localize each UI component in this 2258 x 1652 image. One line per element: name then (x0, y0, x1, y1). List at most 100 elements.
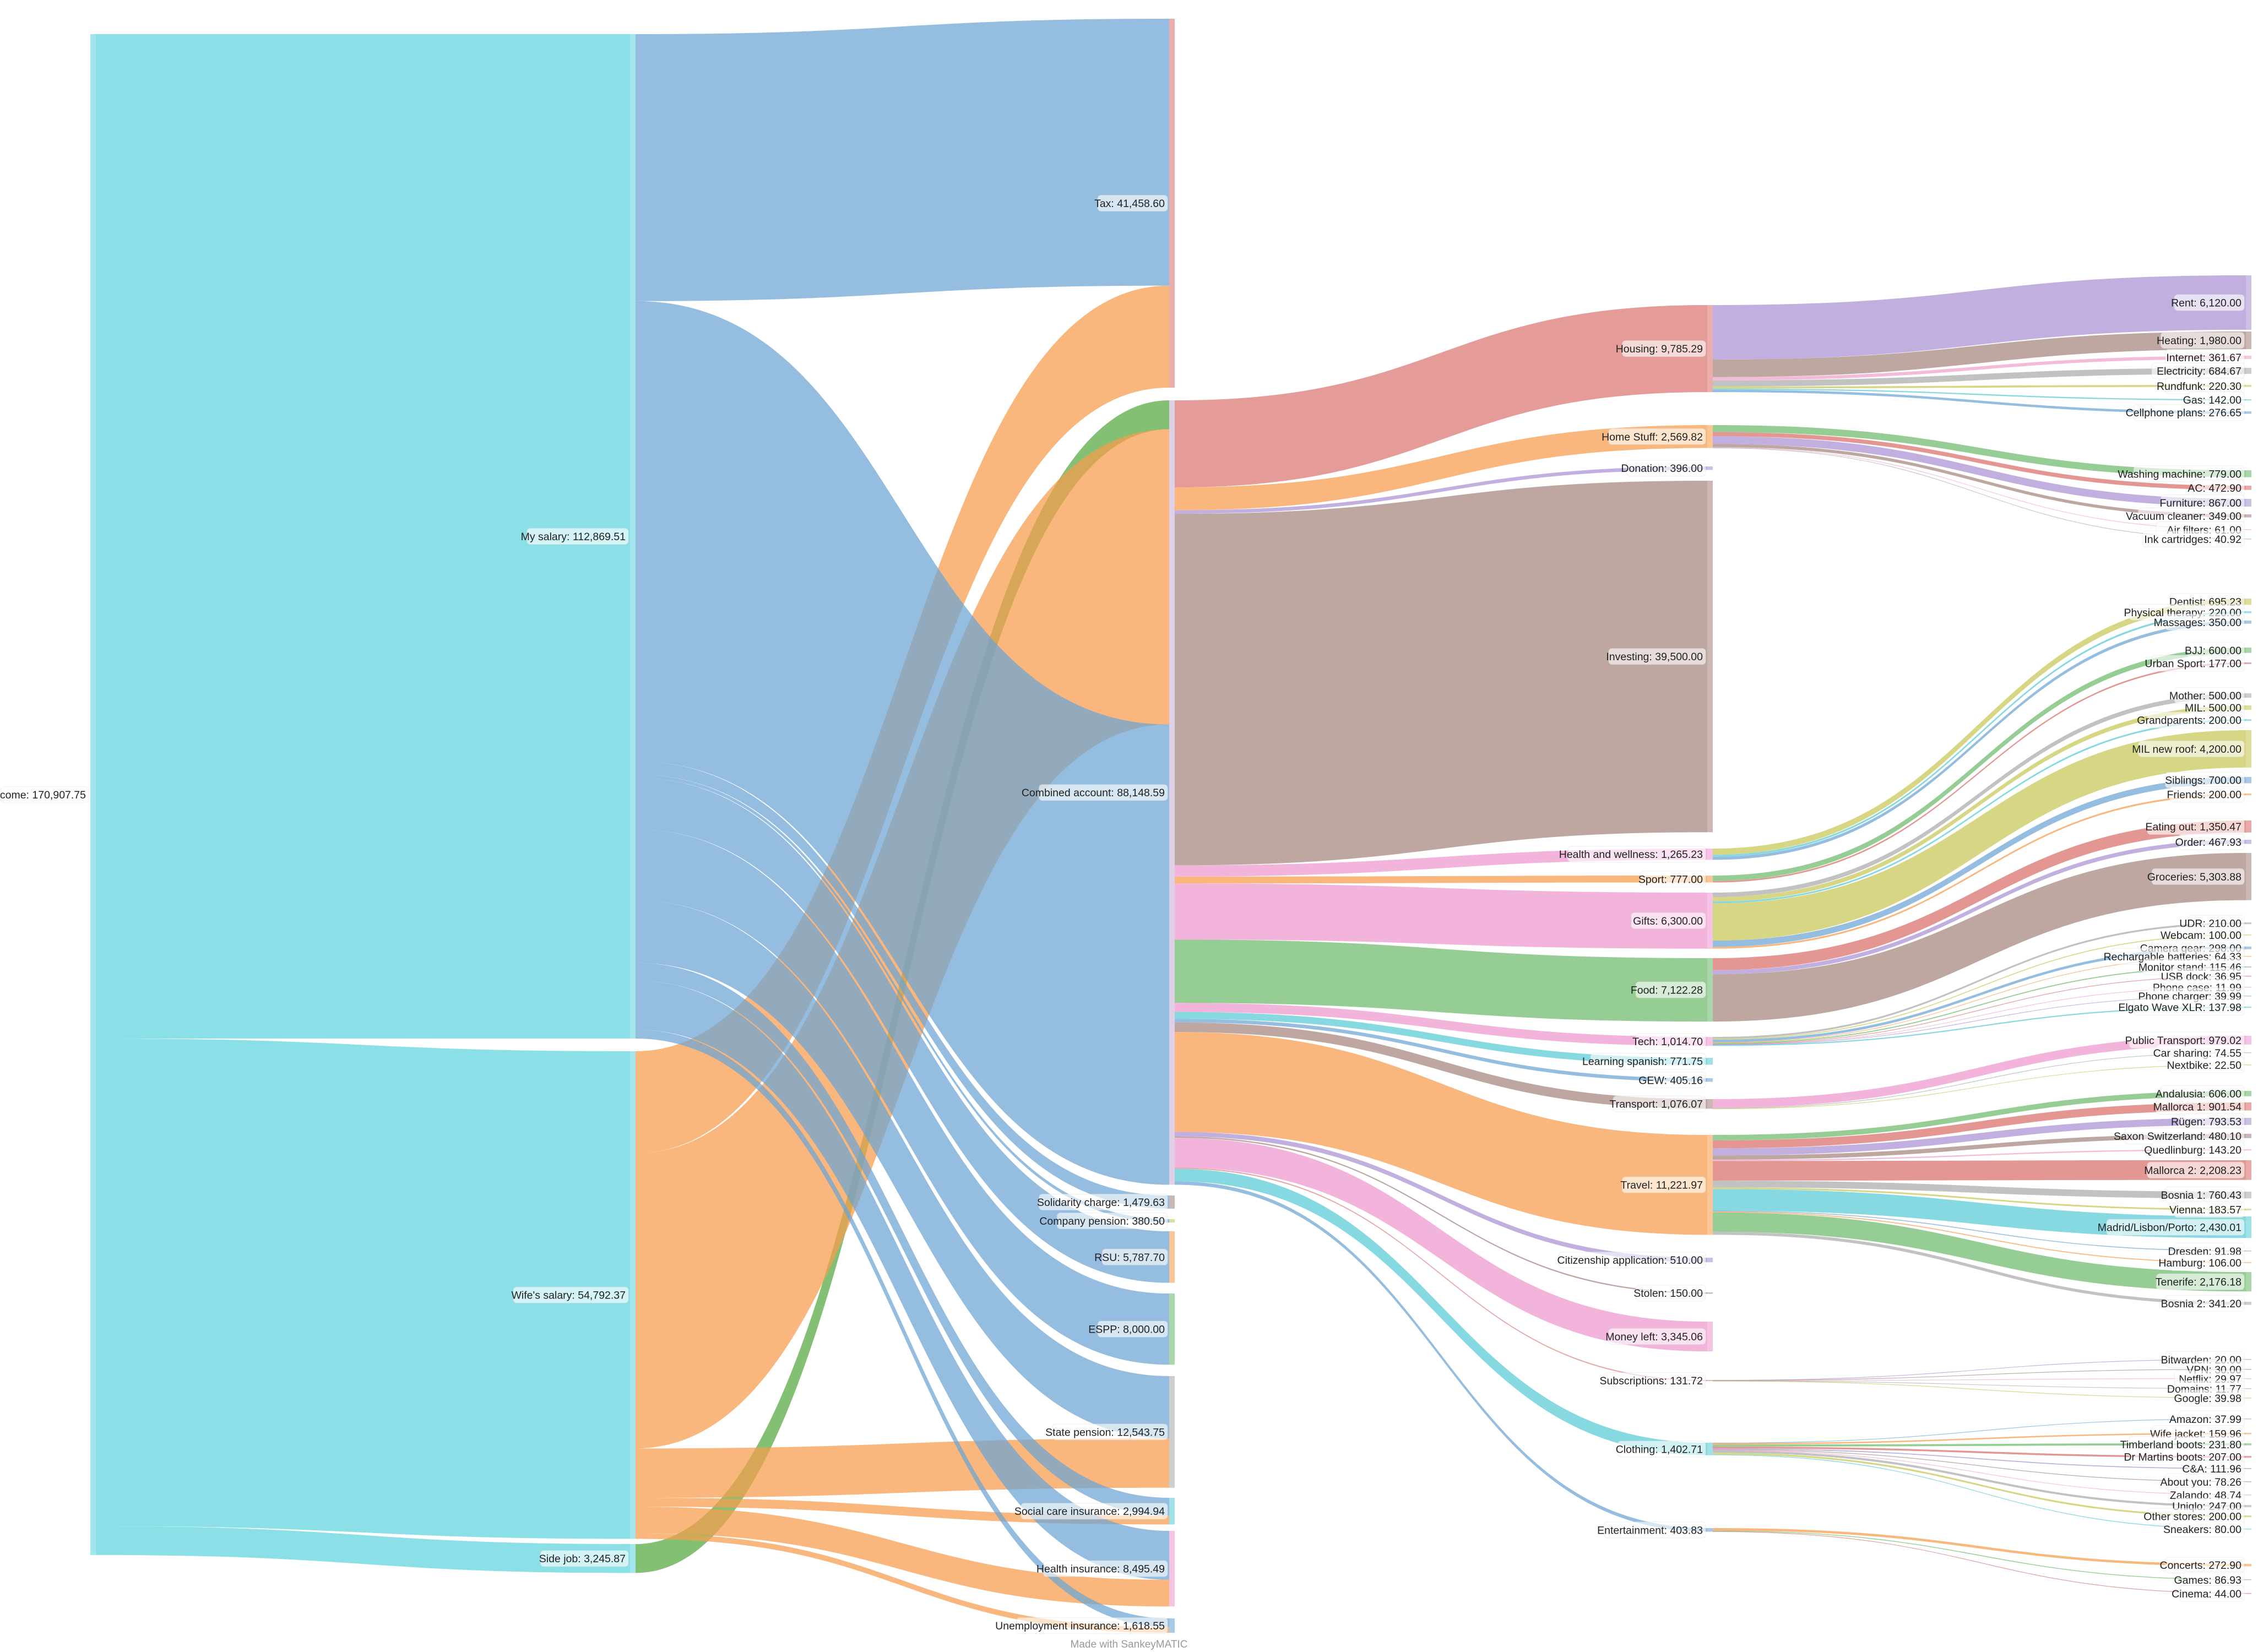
node-vacuum-cleaner[interactable] (2246, 514, 2251, 518)
node-uniqlo[interactable] (2246, 1505, 2251, 1507)
node-hamburg[interactable] (2246, 1262, 2251, 1263)
node-urban-sport[interactable] (2246, 662, 2251, 664)
node-cinema[interactable] (2246, 1593, 2251, 1594)
node-timberland-boots[interactable] (2246, 1443, 2251, 1446)
node-investing[interactable] (1707, 481, 1713, 833)
node-air-filters[interactable] (2246, 529, 2251, 530)
node-social-care-insurance[interactable] (1169, 1498, 1175, 1525)
node-housing[interactable] (1707, 305, 1713, 393)
node-siblings[interactable] (2246, 777, 2251, 784)
node-travel[interactable] (1707, 1135, 1713, 1235)
node-cellphone-plans[interactable] (2246, 411, 2251, 414)
node-nextbike[interactable] (2246, 1064, 2251, 1066)
node-health-and-wellness[interactable] (1707, 849, 1713, 860)
node-public-transport[interactable] (2246, 1036, 2251, 1045)
node-sport[interactable] (1707, 876, 1713, 883)
node-car-sharing[interactable] (2246, 1052, 2251, 1053)
node-order[interactable] (2246, 840, 2251, 844)
node-clothing[interactable] (1707, 1443, 1713, 1455)
node-concerts[interactable] (2246, 1564, 2251, 1567)
node-furniture[interactable] (2246, 499, 2251, 507)
node-amazon[interactable] (2246, 1419, 2251, 1420)
node-state-pension[interactable] (1169, 1376, 1175, 1488)
node-about-you[interactable] (2246, 1481, 2251, 1482)
node-tech[interactable] (1707, 1037, 1713, 1046)
node-tenerife[interactable] (2246, 1272, 2251, 1292)
node-bjj[interactable] (2246, 648, 2251, 653)
node-dr-martins-boots[interactable] (2246, 1456, 2251, 1458)
node-tax[interactable] (1169, 19, 1175, 388)
node-citizenship-application[interactable] (1707, 1258, 1713, 1263)
node-transport[interactable] (1707, 1099, 1713, 1109)
node-ink-cartridges[interactable] (2246, 539, 2251, 540)
node-gifts[interactable] (1707, 893, 1713, 949)
node-side-job[interactable] (630, 1544, 636, 1573)
node-camera-gear[interactable] (2246, 947, 2251, 949)
node-rundfunk[interactable] (2246, 385, 2251, 387)
node-gas[interactable] (2246, 399, 2251, 401)
node-electricity[interactable] (2246, 368, 2251, 374)
node-games[interactable] (2246, 1579, 2251, 1580)
node-espp[interactable] (1169, 1294, 1175, 1365)
node-dentist[interactable] (2246, 599, 2251, 605)
node-vienna[interactable] (2246, 1209, 2251, 1210)
node-solidarity-charge[interactable] (1169, 1195, 1175, 1209)
node-gew[interactable] (1707, 1078, 1713, 1082)
node-learning-spanish[interactable] (1707, 1058, 1713, 1065)
node-entertainment[interactable] (1707, 1528, 1713, 1532)
node-income[interactable] (90, 34, 96, 1555)
node-andalusia[interactable] (2246, 1091, 2251, 1096)
node-webcam[interactable] (2246, 934, 2251, 936)
node-grandparents[interactable] (2246, 719, 2251, 721)
node-usb-dock[interactable] (2246, 976, 2251, 977)
node-saxon-switzerland[interactable] (2246, 1134, 2251, 1138)
node-food[interactable] (1707, 958, 1713, 1022)
node-bosnia-1[interactable] (2246, 1192, 2251, 1199)
node-health-insurance[interactable] (1169, 1531, 1175, 1607)
node-mallorca-2[interactable] (2246, 1160, 2251, 1180)
node-friends[interactable] (2246, 794, 2251, 796)
node-massages[interactable] (2246, 621, 2251, 624)
node-mil[interactable] (2246, 705, 2251, 710)
node-combined-account[interactable] (1169, 400, 1175, 1185)
node-rent[interactable] (2246, 275, 2251, 330)
node-c-a[interactable] (2246, 1468, 2251, 1469)
node-r-gen[interactable] (2246, 1118, 2251, 1125)
node-other-stores[interactable] (2246, 1515, 2251, 1518)
node-wife-s-salary[interactable] (630, 1051, 636, 1539)
node-money-left[interactable] (1707, 1322, 1713, 1352)
node-mil-new-roof[interactable] (2246, 730, 2251, 768)
node-rsu[interactable] (1169, 1231, 1175, 1283)
node-google[interactable] (2246, 1398, 2251, 1399)
node-groceries[interactable] (2246, 853, 2251, 900)
node-heating[interactable] (2246, 332, 2251, 349)
node-donation[interactable] (1707, 466, 1713, 470)
node-my-salary[interactable] (630, 34, 636, 1039)
node-phone-case[interactable] (2246, 987, 2251, 988)
node-rechargable-batteries[interactable] (2246, 956, 2251, 957)
node-madrid-lisbon-porto[interactable] (2246, 1216, 2251, 1238)
node-bosnia-2[interactable] (2246, 1302, 2251, 1305)
node-company-pension[interactable] (1169, 1219, 1175, 1223)
node-dresden[interactable] (2246, 1251, 2251, 1252)
node-subscriptions[interactable] (1707, 1380, 1713, 1382)
node-vpn[interactable] (2246, 1369, 2251, 1370)
node-physical-therapy[interactable] (2246, 611, 2251, 613)
node-mallorca-1[interactable] (2246, 1102, 2251, 1111)
node-unemployment-insurance[interactable] (1169, 1618, 1175, 1633)
node-elgato-wave-xlr[interactable] (2246, 1007, 2251, 1008)
node-phone-charger[interactable] (2246, 996, 2251, 997)
node-sneakers[interactable] (2246, 1529, 2251, 1530)
node-washing-machine[interactable] (2246, 470, 2251, 477)
node-ac[interactable] (2246, 486, 2251, 490)
node-monitor-stand[interactable] (2246, 966, 2251, 968)
node-quedlinburg[interactable] (2246, 1149, 2251, 1151)
node-stolen[interactable] (1707, 1292, 1713, 1294)
node-domains[interactable] (2246, 1388, 2251, 1389)
node-netflix[interactable] (2246, 1378, 2251, 1379)
node-eating-out[interactable] (2246, 820, 2251, 833)
node-internet[interactable] (2246, 356, 2251, 359)
node-bitwarden[interactable] (2246, 1359, 2251, 1360)
node-wife-jacket[interactable] (2246, 1433, 2251, 1434)
node-home-stuff[interactable] (1707, 425, 1713, 448)
